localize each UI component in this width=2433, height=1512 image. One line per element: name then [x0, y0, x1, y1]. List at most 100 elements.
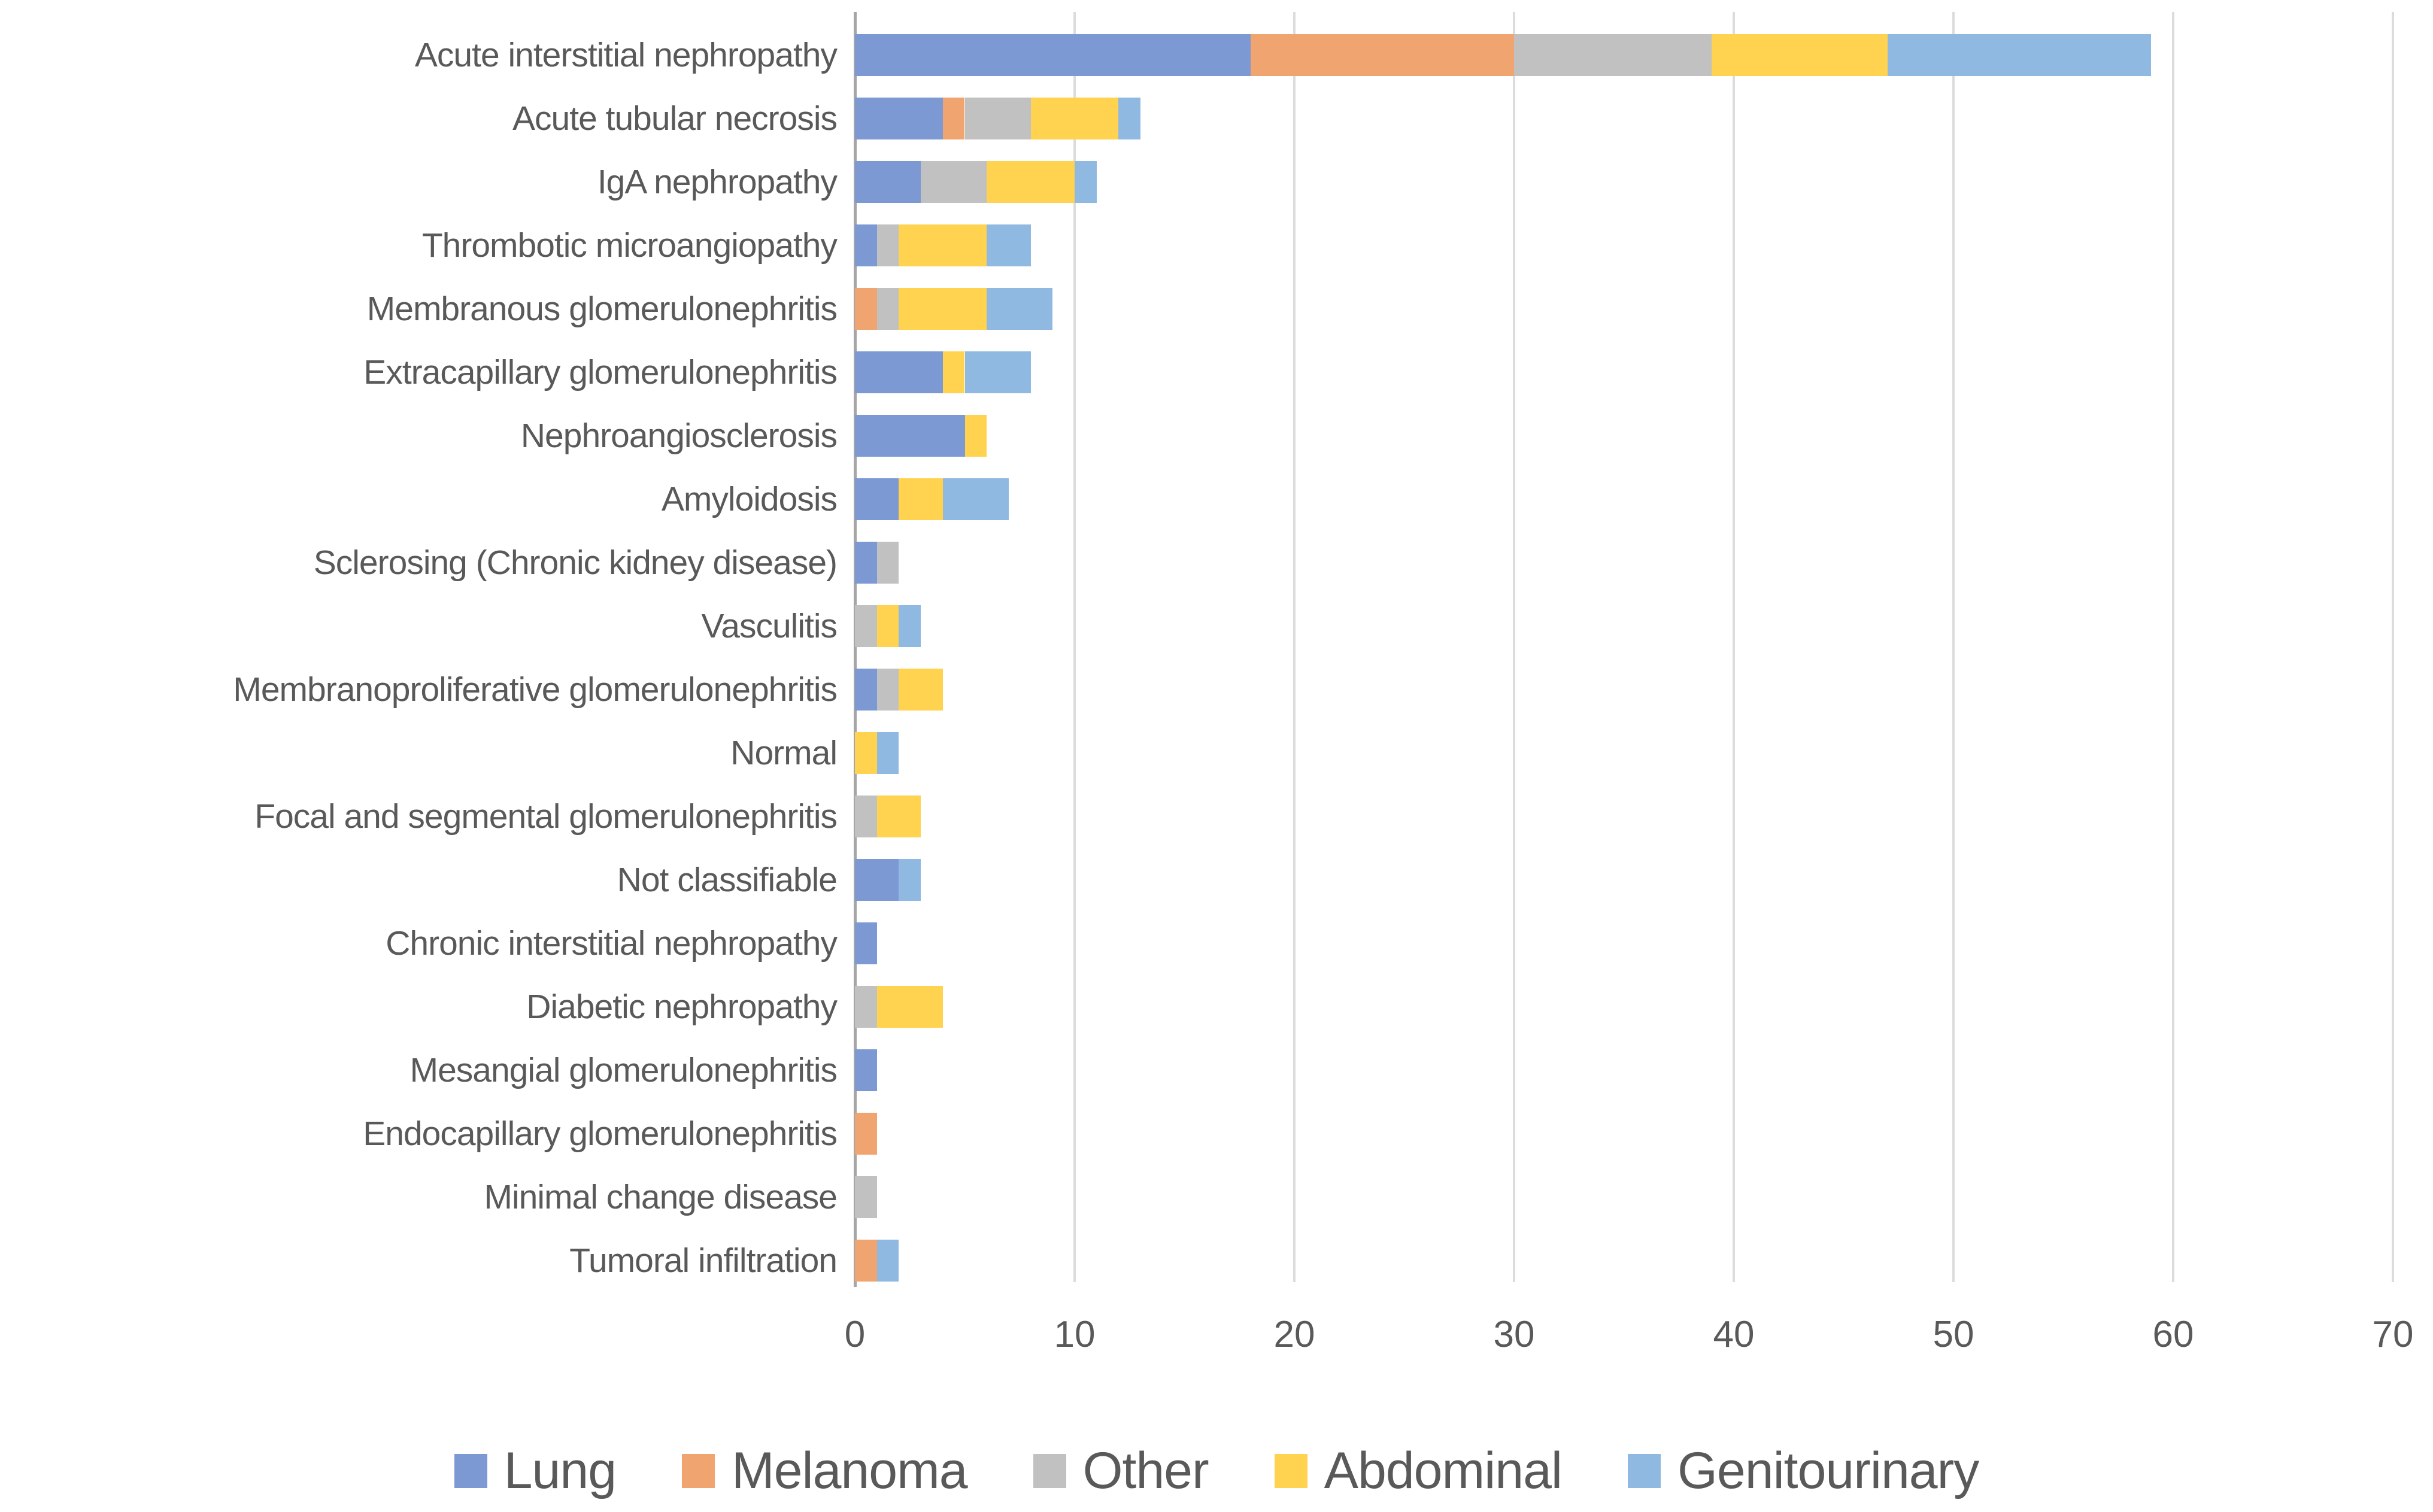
- bar-segment-melanoma: [855, 1113, 877, 1155]
- bar-segment-abdominal: [876, 605, 899, 647]
- legend-label: Lung: [503, 1442, 617, 1499]
- bar-segment-genitourinary: [1887, 34, 2152, 76]
- chart-legend: Lung Melanoma Other Abdominal Genitourinary: [0, 1441, 2433, 1501]
- legend-item-melanoma: Melanoma: [682, 1441, 968, 1501]
- legend-item-other: Other: [1033, 1441, 1209, 1501]
- category-label: Mesangial glomerulonephritis: [409, 1051, 838, 1089]
- bar-segment-abdominal: [855, 732, 877, 774]
- category-label: Focal and segmental glomerulonephritis: [254, 797, 838, 836]
- bar-segment-lung: [855, 669, 877, 711]
- legend-swatch-other: [1033, 1454, 1066, 1488]
- legend-item-genitourinary: Genitourinary: [1628, 1441, 1979, 1501]
- bar-segment-genitourinary: [876, 1240, 899, 1282]
- gridline: [2172, 12, 2174, 1282]
- bar-segment-lung: [855, 859, 899, 901]
- bar-segment-abdominal: [964, 415, 987, 457]
- bar-segment-genitourinary: [1118, 98, 1141, 139]
- bar-segment-other: [855, 1176, 877, 1218]
- category-label: Acute tubular necrosis: [512, 99, 838, 138]
- bar-segment-melanoma: [942, 98, 965, 139]
- category-label: Extracapillary glomerulonephritis: [363, 353, 838, 391]
- category-label: Nephroangiosclerosis: [520, 417, 838, 455]
- legend-swatch-melanoma: [682, 1454, 715, 1488]
- axis-zero-line: [854, 12, 857, 1287]
- bar-segment-abdominal: [942, 351, 965, 393]
- bar-segment-genitourinary: [876, 732, 899, 774]
- bar-segment-abdominal: [899, 669, 943, 711]
- bar-segment-genitourinary: [899, 859, 921, 901]
- bar-segment-lung: [855, 98, 943, 139]
- category-label: IgA nephropathy: [597, 163, 838, 201]
- legend-swatch-genitourinary: [1628, 1454, 1661, 1488]
- bar-segment-other: [876, 288, 899, 330]
- gridline: [1733, 12, 1735, 1282]
- category-label: Membranous glomerulonephritis: [366, 290, 838, 328]
- bar-segment-other: [855, 605, 877, 647]
- category-label: Thrombotic microangiopathy: [421, 226, 838, 265]
- legend-swatch-lung: [454, 1454, 487, 1488]
- legend-item-lung: Lung: [454, 1441, 617, 1501]
- bar-segment-other: [921, 161, 987, 203]
- category-label: Vasculitis: [701, 607, 838, 645]
- gridline: [1513, 12, 1515, 1282]
- bar-segment-lung: [855, 922, 877, 964]
- bar-segment-lung: [855, 161, 921, 203]
- legend-swatch-abdominal: [1274, 1454, 1307, 1488]
- bar-segment-other: [964, 98, 1031, 139]
- gridline: [1293, 12, 1296, 1282]
- x-tick-label: 30: [1493, 1314, 1535, 1355]
- bar-segment-abdominal: [987, 161, 1075, 203]
- bar-segment-lung: [855, 351, 943, 393]
- bar-segment-other: [1514, 34, 1712, 76]
- x-tick-label: 0: [844, 1314, 866, 1355]
- bar-segment-melanoma: [855, 288, 877, 330]
- bar-segment-genitourinary: [987, 288, 1053, 330]
- bar-segment-other: [876, 669, 899, 711]
- legend-label: Melanoma: [732, 1442, 968, 1499]
- category-label: Minimal change disease: [484, 1178, 838, 1216]
- x-tick-label: 40: [1713, 1314, 1755, 1355]
- bar-segment-other: [855, 986, 877, 1028]
- category-label: Diabetic nephropathy: [526, 988, 838, 1026]
- category-label: Amyloidosis: [661, 480, 838, 518]
- x-tick-label: 50: [1933, 1314, 1974, 1355]
- category-label: Chronic interstitial nephropathy: [386, 924, 838, 963]
- gridline: [1073, 12, 1076, 1282]
- bar-segment-genitourinary: [1075, 161, 1097, 203]
- legend-label: Abdominal: [1324, 1442, 1563, 1499]
- x-tick-label: 10: [1054, 1314, 1096, 1355]
- category-label: Tumoral infiltration: [569, 1241, 838, 1280]
- bar-segment-other: [855, 796, 877, 837]
- bar-segment-lung: [855, 224, 877, 266]
- bar-segment-melanoma: [855, 1240, 877, 1282]
- gridline: [1952, 12, 1955, 1282]
- category-label: Not classifiable: [617, 861, 838, 899]
- bar-segment-genitourinary: [964, 351, 1031, 393]
- bar-segment-abdominal: [899, 478, 943, 520]
- bar-segment-lung: [855, 542, 877, 584]
- x-tick-label: 70: [2372, 1314, 2414, 1355]
- bar-segment-genitourinary: [899, 605, 921, 647]
- gridline: [2392, 12, 2394, 1282]
- category-label: Endocapillary glomerulonephritis: [363, 1115, 838, 1153]
- bar-segment-abdominal: [1030, 98, 1119, 139]
- category-label: Membranoproliferative glomerulonephritis: [233, 670, 838, 709]
- bar-segment-other: [876, 542, 899, 584]
- bar-segment-abdominal: [899, 224, 987, 266]
- bar-segment-lung: [855, 34, 1251, 76]
- bar-segment-lung: [855, 478, 899, 520]
- bar-segment-abdominal: [899, 288, 987, 330]
- bar-segment-lung: [855, 1049, 877, 1091]
- bar-segment-abdominal: [876, 986, 943, 1028]
- category-label: Acute interstitial nephropathy: [414, 36, 838, 74]
- bar-segment-melanoma: [1250, 34, 1514, 76]
- bar-segment-abdominal: [876, 796, 921, 837]
- x-tick-label: 20: [1273, 1314, 1315, 1355]
- legend-item-abdominal: Abdominal: [1274, 1441, 1563, 1501]
- legend-label: Genitourinary: [1677, 1442, 1979, 1499]
- category-label: Sclerosing (Chronic kidney disease): [313, 544, 838, 582]
- bar-segment-genitourinary: [987, 224, 1031, 266]
- bar-segment-abdominal: [1712, 34, 1888, 76]
- bar-segment-lung: [855, 415, 965, 457]
